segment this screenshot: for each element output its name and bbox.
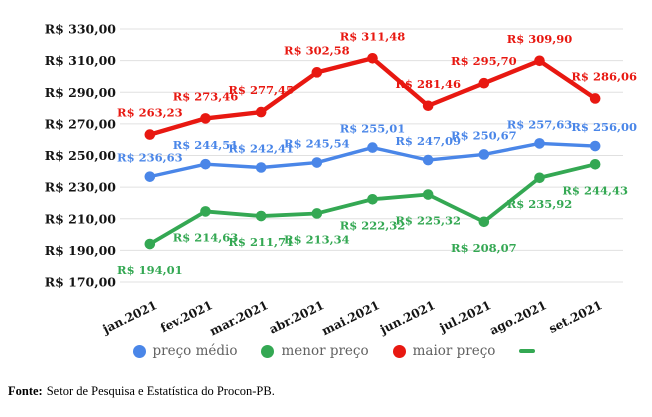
- data-point: [534, 55, 545, 67]
- x-axis-tick-label: mai.2021: [319, 298, 381, 338]
- x-axis-tick-label: abr.2021: [267, 298, 326, 336]
- data-point-label: R$ 245,54: [284, 137, 350, 151]
- data-point-label: R$ 263,23: [117, 106, 183, 120]
- legend-item: menor preço: [261, 343, 369, 359]
- data-point: [589, 159, 601, 170]
- data-point: [367, 142, 378, 153]
- y-axis-tick-label: R$ 210,00: [45, 211, 117, 226]
- x-axis-tick-label: jan.2021: [100, 298, 160, 337]
- y-axis-tick-label: R$ 250,00: [45, 148, 117, 163]
- data-point: [534, 138, 545, 149]
- data-point-label: R$ 247,09: [395, 134, 461, 148]
- data-point: [534, 172, 545, 184]
- data-point: [200, 206, 211, 217]
- data-point: [422, 189, 434, 200]
- y-axis-tick-label: R$ 330,00: [45, 22, 117, 37]
- legend-item: preço médio: [132, 343, 238, 359]
- data-point: [478, 149, 490, 160]
- data-point-label: R$ 236,63: [117, 151, 183, 165]
- data-point: [255, 106, 267, 118]
- source-label: Fonte:: [8, 384, 43, 398]
- data-point: [255, 162, 267, 173]
- data-point-label: R$ 213,34: [284, 232, 350, 246]
- data-point-label: R$ 277,45: [228, 83, 294, 97]
- y-axis-tick-label: R$ 170,00: [45, 275, 117, 290]
- x-axis-tick-label: ago.2021: [487, 298, 548, 338]
- data-point: [311, 208, 323, 219]
- data-point-label: R$ 309,90: [507, 32, 573, 46]
- x-axis-tick-label: fev.2021: [158, 298, 215, 335]
- data-point: [367, 193, 378, 205]
- source-note: Fonte: Setor de Pesquisa e Estatística do…: [8, 384, 275, 399]
- data-point-label: R$ 295,70: [451, 54, 517, 68]
- data-point-label: R$ 235,92: [507, 197, 573, 211]
- data-point-label: R$ 222,32: [340, 218, 406, 232]
- data-point-label: R$ 225,32: [395, 214, 461, 228]
- data-point: [367, 52, 378, 64]
- data-point-label: R$ 257,63: [507, 117, 573, 131]
- legend-circle-icon: [132, 344, 146, 358]
- data-point: [422, 100, 434, 112]
- x-axis-tick-label: jun.2021: [377, 298, 437, 337]
- legend-label: menor preço: [281, 343, 369, 359]
- legend-label: maior preço: [412, 343, 496, 359]
- legend-item: maior preço: [392, 343, 496, 359]
- data-point-label: R$ 250,67: [451, 128, 517, 142]
- data-point: [255, 210, 267, 222]
- data-point-label: R$ 208,07: [451, 241, 517, 255]
- data-point-label: R$ 194,01: [117, 263, 183, 277]
- chart-canvas: R$ 170,00 R$ 190,00 R$ 210,00 R$ 230,00 R$ 2…: [45, 22, 637, 339]
- data-point: [144, 171, 156, 182]
- y-axis-tick-label: R$ 310,00: [45, 53, 117, 68]
- legend-circle-icon: [392, 344, 406, 358]
- data-point: [144, 238, 156, 250]
- data-point-label: R$ 302,58: [284, 43, 350, 57]
- data-point: [200, 158, 211, 170]
- legend-circle-icon: [261, 344, 275, 358]
- data-point-label: R$ 242,41: [228, 142, 294, 156]
- data-point-label: R$ 256,00: [571, 120, 637, 134]
- line-chart: R$ 170,00 R$ 190,00 R$ 210,00 R$ 230,00 R$ 2…: [45, 22, 637, 339]
- x-axis-tick-label: jul.2021: [436, 298, 493, 335]
- data-point-label: R$ 214,63: [173, 230, 239, 244]
- source-text: Setor de Pesquisa e Estatística do Proco…: [46, 384, 275, 398]
- legend-label: preço médio: [152, 343, 238, 359]
- chart-legend: preço médio menor preço maior preço: [0, 343, 652, 359]
- data-point-label: R$ 211,71: [228, 235, 294, 249]
- data-point: [589, 93, 601, 104]
- data-point-label: R$ 273,46: [173, 89, 239, 103]
- data-point: [311, 157, 323, 168]
- y-axis-tick-label: R$ 230,00: [45, 180, 117, 195]
- data-point: [478, 77, 490, 89]
- data-point: [589, 140, 601, 152]
- x-axis-tick-label: set.2021: [547, 298, 605, 336]
- data-point: [478, 216, 490, 228]
- data-point: [422, 154, 434, 166]
- data-point-label: R$ 244,51: [173, 138, 239, 152]
- data-point-label: R$ 311,48: [340, 29, 406, 43]
- data-point: [200, 113, 211, 124]
- x-axis-tick-label: mar.2021: [207, 298, 270, 338]
- y-axis-tick-label: R$ 290,00: [45, 85, 117, 100]
- y-axis-tick-label: R$ 190,00: [45, 243, 117, 258]
- data-point-label: R$ 244,43: [562, 183, 628, 197]
- legend-dash-icon: [519, 348, 536, 354]
- data-point-label: R$ 286,06: [571, 69, 637, 83]
- data-point: [311, 67, 323, 78]
- data-point: [144, 129, 156, 140]
- data-point-label: R$ 281,46: [395, 77, 461, 91]
- data-point-label: R$ 255,01: [340, 122, 406, 136]
- y-axis-tick-label: R$ 270,00: [45, 116, 117, 131]
